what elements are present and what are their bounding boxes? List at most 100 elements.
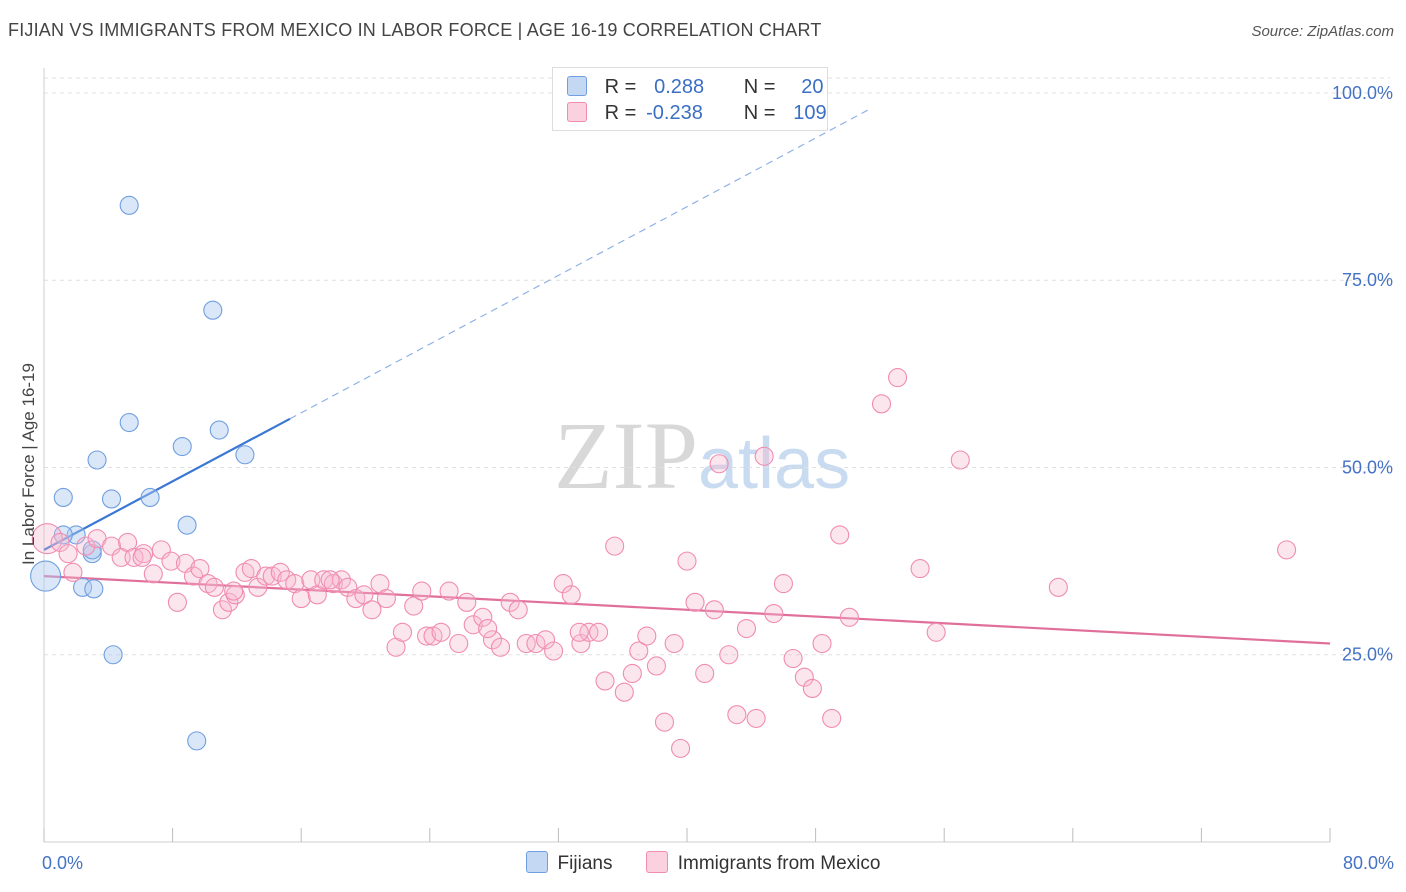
mexico-point (463, 615, 483, 635)
mexico-point (449, 633, 469, 654)
fijians-point (53, 487, 73, 508)
x-tick-label: 80.0% (1343, 853, 1394, 873)
mexico-point (926, 622, 946, 642)
mexico-point (161, 551, 181, 571)
mexico-point (354, 585, 374, 605)
mexico-point (802, 678, 822, 699)
mexico-point (417, 626, 437, 646)
mexico-point (224, 581, 244, 601)
fijians-trend-extension (289, 107, 873, 420)
mexico-point (143, 564, 163, 584)
mexico-point (812, 633, 832, 654)
mexico-point (256, 566, 276, 586)
mexico-swatch (645, 851, 668, 873)
watermark-zip: ZIP (554, 402, 698, 509)
legend-item-mexico[interactable]: Immigrants from Mexico (645, 851, 880, 875)
mexico-point (746, 708, 766, 728)
mexico-point (685, 592, 705, 612)
mexico-point (654, 712, 675, 732)
mexico-point (392, 622, 413, 642)
mexico-point (58, 544, 78, 564)
mexico-point (50, 532, 70, 552)
mexico-point (664, 633, 684, 654)
mexico-point (622, 663, 642, 684)
legend-row-fijians: R = 0.288 N = 20 (567, 76, 824, 102)
mexico-point (544, 641, 564, 661)
mexico-point (526, 633, 546, 654)
mexico-point (167, 592, 187, 612)
mexico-point (764, 603, 784, 624)
mexico-point (637, 626, 657, 646)
mexico-point (516, 633, 536, 654)
mexico-point (473, 607, 493, 627)
watermark: ZIPatlas (554, 400, 850, 511)
chart-title: FIJIAN VS IMMIGRANTS FROM MEXICO IN LABO… (8, 20, 822, 40)
fijians-point (103, 645, 123, 665)
r-value: -0.238 (646, 102, 703, 124)
mexico-point (338, 577, 358, 597)
fijians-point (140, 487, 160, 508)
mexico-point (76, 536, 96, 556)
mexico-point (822, 708, 842, 728)
y-tick-label: 75.0% (1342, 270, 1393, 290)
fijians-swatch (567, 76, 587, 96)
mexico-point (190, 559, 210, 579)
mexico-point (605, 536, 625, 556)
fijians-trend-line (43, 417, 291, 551)
mexico-point (579, 622, 599, 642)
mexico-point (553, 574, 573, 594)
mexico-point (248, 577, 268, 597)
mexico-point (331, 570, 351, 590)
mexico-point (132, 547, 152, 567)
mexico-point (783, 648, 803, 669)
data-points (30, 195, 1297, 758)
mexico-point (439, 581, 459, 601)
mexico-point (754, 446, 774, 466)
y-tick-label: 100.0% (1332, 83, 1393, 103)
mexico-point (478, 618, 498, 639)
mexico-point (569, 622, 589, 642)
mexico-point (727, 705, 747, 725)
mexico-point (457, 592, 477, 612)
mexico-point (320, 570, 340, 590)
series-legend: Fijians Immigrants from Mexico (0, 851, 1406, 875)
mexico-point (362, 600, 382, 620)
fijians-point (209, 420, 229, 440)
mexico-point (431, 622, 451, 642)
mexico-point (219, 592, 239, 612)
mexico-point (270, 562, 290, 582)
y-tick-label: 50.0% (1342, 457, 1393, 477)
mexico-point (839, 607, 859, 627)
mexico-point (950, 450, 970, 470)
mexico-point (500, 592, 520, 612)
n-value: 109 (793, 102, 827, 124)
r-value: 0.288 (654, 76, 705, 98)
mexico-point (561, 585, 581, 605)
legend-item-fijians[interactable]: Fijians (525, 851, 612, 875)
x-tick-label: 0.0% (42, 853, 83, 873)
mexico-point (910, 559, 930, 579)
mexico-point (736, 618, 757, 639)
y-axis-label: In Labor Force | Age 16-19 (19, 363, 38, 565)
source-label: Source: ZipAtlas.com (1251, 23, 1394, 40)
n-label: N = (743, 76, 776, 98)
stats-legend: R = 0.288 N = 20 R = -0.238 N = 109 (552, 67, 828, 131)
mexico-point (794, 667, 814, 687)
mexico-point (629, 641, 649, 661)
mexico-point (704, 600, 724, 620)
fijians-point (30, 560, 62, 592)
fijians-point (172, 436, 192, 457)
mexico-point (404, 596, 424, 616)
mexico-point (589, 622, 609, 642)
tick-labels: 25.0% 50.0% 75.0% 100.0% 0.0% 80.0% (42, 83, 1394, 873)
axes (43, 68, 1331, 843)
mexico-point (773, 574, 794, 594)
mexico-point (709, 454, 729, 474)
fijians-point (84, 579, 104, 599)
mexico-point (646, 656, 667, 676)
r-label: R = (604, 76, 637, 98)
mexico-point (614, 682, 634, 702)
n-value: 20 (801, 76, 824, 98)
mexico-point (412, 581, 432, 601)
